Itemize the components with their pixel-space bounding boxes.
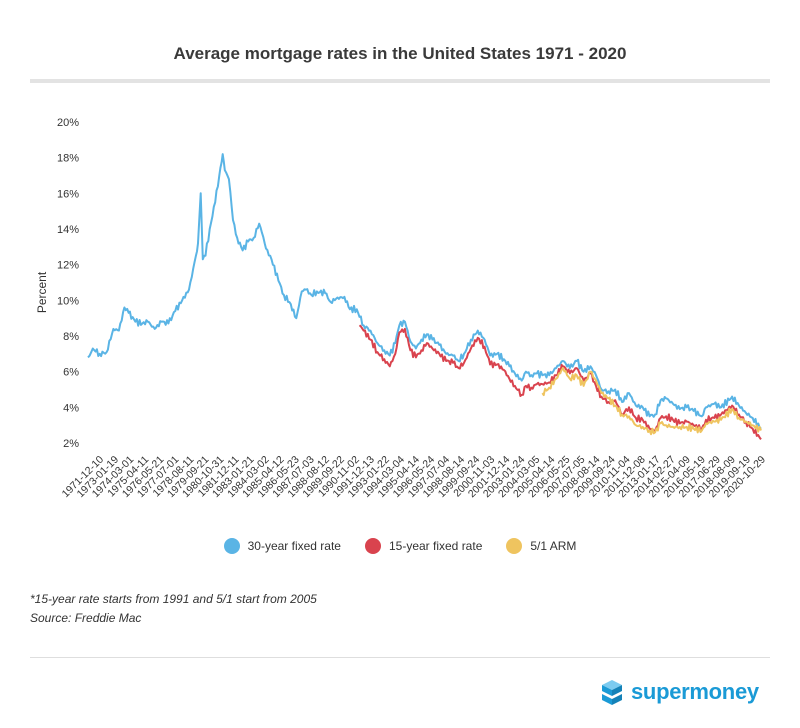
- y-tick-label: 10%: [57, 295, 79, 307]
- stacked-cubes-icon: [602, 680, 622, 705]
- y-tick-label: 4%: [63, 402, 79, 414]
- y-tick-label: 6%: [63, 367, 79, 379]
- y-tick-label: 18%: [57, 153, 79, 165]
- y-tick-label: 12%: [57, 260, 79, 272]
- supermoney-logo[interactable]: supermoney: [598, 678, 759, 706]
- legend-label-30-year: 30-year fixed rate: [247, 539, 341, 553]
- legend-item-30-year[interactable]: 30-year fixed rate: [223, 538, 341, 554]
- footnote: *15-year rate starts from 1991 and 5/1 s…: [30, 592, 317, 606]
- y-tick-label: 14%: [57, 224, 79, 236]
- y-tick-label: 8%: [63, 331, 79, 343]
- chart-title: Average mortgage rates in the United Sta…: [173, 44, 627, 63]
- legend-swatch-15-year: [364, 538, 381, 554]
- line-chart: 2%4%6%8%10%12%14%16%18%20%Percent1971-12…: [35, 117, 768, 500]
- legend-swatch-30-year: [223, 538, 240, 554]
- brand-name: supermoney: [631, 679, 759, 704]
- y-tick-label: 20%: [57, 117, 79, 129]
- legend-label-15-year: 15-year fixed rate: [388, 539, 483, 553]
- series-line-0: [87, 153, 762, 430]
- y-axis-label: Percent: [35, 271, 49, 313]
- legend-item-5-1-arm[interactable]: 5/1 ARM: [506, 538, 576, 554]
- y-tick-label: 2%: [63, 438, 79, 450]
- footer-divider: [30, 657, 770, 658]
- y-tick-label: 16%: [57, 188, 79, 200]
- title-divider: [30, 79, 770, 83]
- series-line-2: [541, 367, 762, 436]
- legend-label-5-1-arm: 5/1 ARM: [530, 539, 577, 553]
- chart-legend: 30-year fixed rate 15-year fixed rate 5/…: [0, 538, 800, 554]
- source-note: Source: Freddie Mac: [30, 611, 142, 625]
- legend-swatch-5-1-arm: [506, 538, 523, 554]
- legend-item-15-year[interactable]: 15-year fixed rate: [364, 538, 483, 554]
